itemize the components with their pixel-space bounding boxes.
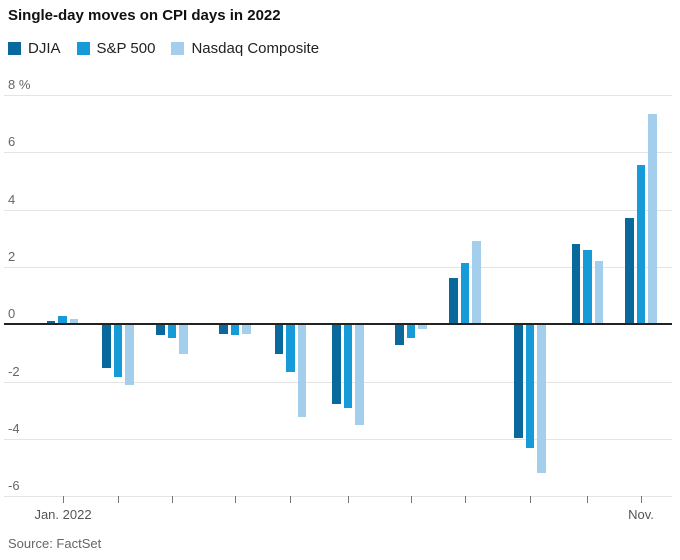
bar-nasdaq-composite-Nov: [648, 114, 657, 325]
gridline-4: [4, 210, 672, 211]
bar-s-p-500-Feb: [113, 325, 123, 377]
bar-s-p-500-Oct: [583, 250, 592, 325]
gridline--6: [4, 496, 672, 497]
bar-s-p-500-May: [286, 325, 295, 372]
legend-item-s-p-500: S&P 500: [76, 40, 156, 57]
bar-djia-May: [274, 325, 284, 354]
legend-swatch-icon: [8, 42, 21, 55]
bar-nasdaq-composite-Feb: [125, 325, 134, 385]
gridline-6: [4, 152, 672, 153]
y-tick-label-6: 6: [8, 134, 16, 149]
bar-nasdaq-composite-Jul: [418, 325, 427, 329]
y-tick-label-4: 4: [8, 192, 16, 207]
y-tick-label--4: -4: [8, 421, 20, 436]
legend-swatch-icon: [171, 42, 185, 55]
bar-nasdaq-composite-Aug: [472, 241, 481, 324]
bar-nasdaq-composite-Sep: [537, 325, 546, 473]
legend-label: Nasdaq Composite: [191, 40, 320, 57]
x-tick-Jul: [411, 496, 412, 503]
legend: DJIA S&P 500 Nasdaq Composite: [8, 40, 319, 57]
y-tick-label-8: 8 %: [8, 77, 31, 92]
gridline-8: [4, 95, 672, 96]
bar-s-p-500-Nov: [636, 165, 646, 324]
bar-djia-Jul: [395, 325, 404, 345]
bar-nasdaq-composite-Mar: [179, 325, 188, 354]
source-note: Source: FactSet: [8, 536, 102, 551]
bar-djia-Apr: [219, 325, 228, 334]
legend-label: S&P 500: [96, 40, 156, 57]
x-tick-Apr: [235, 496, 236, 503]
bar-s-p-500-Sep: [525, 325, 535, 448]
bar-djia-Jan: [46, 321, 56, 324]
bar-nasdaq-composite-May: [297, 325, 307, 417]
legend-item-djia: DJIA: [8, 40, 61, 57]
y-tick-label--2: -2: [8, 364, 20, 379]
x-tick-Oct: [587, 496, 588, 503]
legend-swatch-icon: [76, 42, 90, 55]
bar-djia-Oct: [571, 244, 581, 324]
bar-nasdaq-composite-Jan: [69, 319, 79, 325]
gridline--4: [4, 439, 672, 440]
plot-area: 8 % 6 4 2 0 -2 -4 -6 Jan. 2022 Nov.: [0, 77, 680, 530]
bar-djia-Nov: [625, 218, 634, 324]
x-tick-Nov: [641, 496, 642, 503]
y-tick-label--6: -6: [8, 478, 20, 493]
bar-s-p-500-Apr: [230, 325, 240, 335]
bar-djia-Feb: [102, 325, 111, 368]
x-tick-Jun: [348, 496, 349, 503]
gridline-2: [4, 267, 672, 268]
x-tick-Jan: [63, 496, 64, 503]
bar-s-p-500-Aug: [460, 263, 470, 325]
bar-nasdaq-composite-Oct: [594, 261, 604, 324]
bar-s-p-500-Jul: [406, 325, 416, 338]
bar-djia-Jun: [332, 325, 341, 404]
bar-djia-Aug: [449, 278, 458, 324]
bar-s-p-500-Mar: [167, 325, 177, 338]
zero-baseline: [4, 323, 672, 325]
x-axis-label-0: Jan. 2022: [34, 507, 92, 522]
y-tick-label-0: 0: [8, 306, 16, 321]
bar-s-p-500-Jan: [58, 316, 67, 325]
x-tick-Feb: [118, 496, 119, 503]
x-tick-May: [290, 496, 291, 503]
x-axis-label-1: Nov.: [628, 507, 654, 522]
x-tick-Aug: [465, 496, 466, 503]
bar-nasdaq-composite-Jun: [355, 325, 364, 425]
x-tick-Sep: [530, 496, 531, 503]
y-tick-label-2: 2: [8, 249, 16, 264]
x-tick-Mar: [172, 496, 173, 503]
chart-title: Single-day moves on CPI days in 2022: [8, 7, 281, 24]
legend-label: DJIA: [28, 40, 61, 57]
bar-s-p-500-Jun: [343, 325, 353, 408]
bar-nasdaq-composite-Apr: [242, 325, 251, 334]
bar-djia-Mar: [156, 325, 165, 335]
bar-djia-Sep: [514, 325, 523, 438]
legend-item-nasdaq-composite: Nasdaq Composite: [171, 40, 319, 57]
